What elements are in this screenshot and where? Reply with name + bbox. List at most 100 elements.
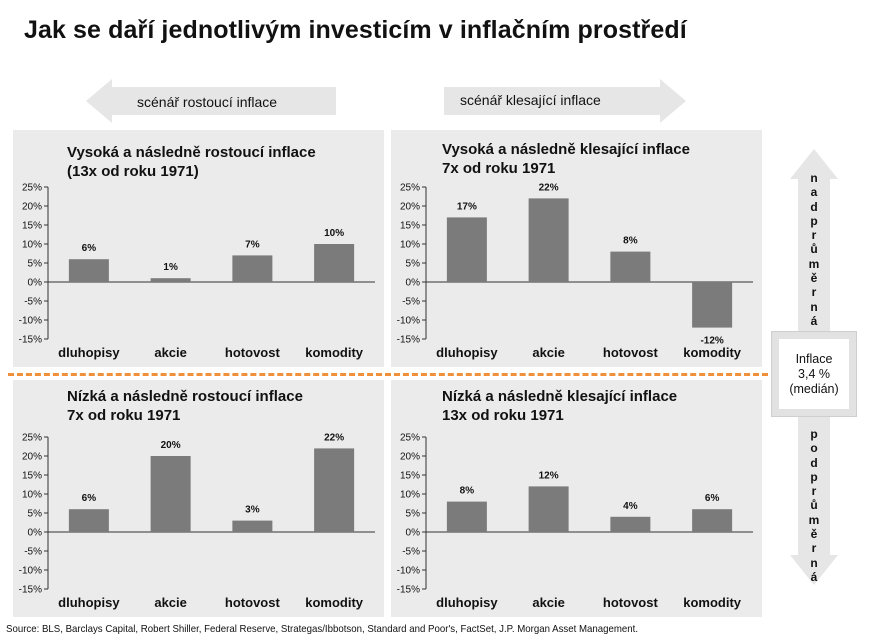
y-tick-label: 5%	[28, 259, 43, 270]
bar	[610, 251, 651, 282]
data-label: 4%	[623, 501, 638, 512]
data-label: 22%	[324, 432, 344, 443]
y-tick-label: 20%	[400, 202, 420, 213]
y-tick-label: 5%	[406, 509, 421, 520]
category-label: akcie	[532, 595, 565, 610]
category-label: komodity	[683, 345, 742, 360]
bar	[68, 509, 109, 532]
y-tick-label: 15%	[22, 221, 42, 232]
bar-chart: 25% 20% 15% 10% 5% 0% -5% -10% -15% 6% dluhopisy 20…	[19, 432, 375, 610]
y-tick-label: 15%	[400, 221, 420, 232]
y-tick-label: 25%	[22, 433, 42, 444]
y-tick-label: 15%	[22, 471, 42, 482]
chart-panel-low-falling: Nízká a následně klesající inflace 13x o…	[391, 380, 762, 617]
data-label: 8%	[460, 486, 475, 497]
y-tick-label: -15%	[397, 335, 420, 346]
category-label: akcie	[154, 345, 187, 360]
median-value: 3,4 %	[798, 366, 830, 381]
category-label: komodity	[305, 345, 364, 360]
y-tick-label: 10%	[400, 490, 420, 501]
y-tick-label: 20%	[22, 452, 42, 463]
bar	[692, 509, 733, 532]
chart-panel-low-rising: Nízká a následně rostoucí inflace 7x od …	[13, 380, 384, 617]
y-tick-label: 0%	[28, 278, 43, 289]
median-separator	[8, 373, 768, 376]
y-tick-label: 10%	[400, 240, 420, 251]
y-tick-label: 25%	[400, 183, 420, 194]
up-arrow-icon	[790, 149, 838, 331]
y-tick-label: -5%	[24, 547, 42, 558]
y-tick-label: -10%	[397, 566, 420, 577]
bar	[446, 501, 487, 532]
category-label: hotovost	[225, 345, 281, 360]
bar	[232, 255, 273, 282]
y-tick-label: 20%	[400, 452, 420, 463]
data-label: 3%	[245, 505, 260, 516]
category-label: dluhopisy	[436, 345, 498, 360]
bar	[150, 278, 191, 282]
y-tick-label: -10%	[19, 566, 42, 577]
y-tick-label: 20%	[22, 202, 42, 213]
y-tick-label: -5%	[402, 297, 420, 308]
left-arrow-icon	[86, 79, 336, 123]
scenario-left-label: scénář rostoucí inflace	[137, 94, 278, 110]
data-label: 1%	[163, 262, 178, 273]
y-tick-label: 25%	[22, 183, 42, 194]
y-tick-label: 25%	[400, 433, 420, 444]
category-label: dluhopisy	[58, 595, 120, 610]
y-tick-label: 0%	[406, 278, 421, 289]
category-label: hotovost	[603, 345, 659, 360]
bar-chart: 25% 20% 15% 10% 5% 0% -5% -10% -15% 8% dluhopisy 12…	[397, 433, 753, 610]
bar	[232, 520, 273, 532]
y-tick-label: 0%	[28, 528, 43, 539]
y-tick-label: -10%	[19, 316, 42, 327]
y-tick-label: -10%	[397, 316, 420, 327]
data-label: 22%	[539, 182, 559, 193]
category-label: komodity	[305, 595, 364, 610]
category-label: dluhopisy	[436, 595, 498, 610]
chart-title: Vysoká a následně klesající inflace 7x o…	[442, 141, 690, 177]
data-label: 8%	[623, 236, 638, 247]
category-label: akcie	[532, 345, 565, 360]
y-tick-label: 10%	[22, 240, 42, 251]
bar	[528, 198, 569, 282]
y-tick-label: 10%	[22, 490, 42, 501]
y-tick-label: -15%	[397, 585, 420, 596]
data-label: 10%	[324, 228, 344, 239]
bar	[692, 282, 733, 328]
y-tick-label: 15%	[400, 471, 420, 482]
y-tick-label: -15%	[19, 585, 42, 596]
right-arrow-icon	[444, 79, 686, 123]
data-label: -12%	[700, 336, 723, 347]
data-label: 17%	[457, 201, 477, 212]
chart-title: Nízká a následně rostoucí inflace 7x od …	[67, 388, 303, 424]
data-label: 6%	[705, 493, 720, 504]
y-tick-label: -15%	[19, 335, 42, 346]
bar-chart: 25% 20% 15% 10% 5% 0% -5% -10% -15% 17% dluhopisy 2…	[397, 182, 753, 360]
source-note: Source: BLS, Barclays Capital, Robert Sh…	[6, 623, 639, 635]
data-label: 6%	[82, 493, 97, 504]
chart-title: Nízká a následně klesající inflace 13x o…	[442, 388, 678, 424]
category-label: hotovost	[603, 595, 659, 610]
scenario-right-label: scénář klesající inflace	[460, 92, 601, 108]
median-label: Inflace	[795, 351, 833, 366]
category-label: akcie	[154, 595, 187, 610]
bar	[528, 486, 569, 532]
y-tick-label: 0%	[406, 528, 421, 539]
bar	[610, 516, 651, 532]
median-inflation-box: Inflace 3,4 % (medián)	[771, 331, 857, 417]
bar	[314, 244, 355, 282]
bar	[150, 456, 191, 532]
y-tick-label: 5%	[28, 509, 43, 520]
page-title: Jak se daří jednotlivým investicím v inf…	[24, 16, 687, 44]
y-tick-label: -5%	[24, 297, 42, 308]
y-tick-label: 5%	[406, 259, 421, 270]
down-arrow-icon	[790, 417, 838, 585]
bar	[314, 448, 355, 532]
y-tick-label: -5%	[402, 547, 420, 558]
chart-title: Vysoká a následně rostoucí inflace (13x …	[67, 144, 316, 180]
